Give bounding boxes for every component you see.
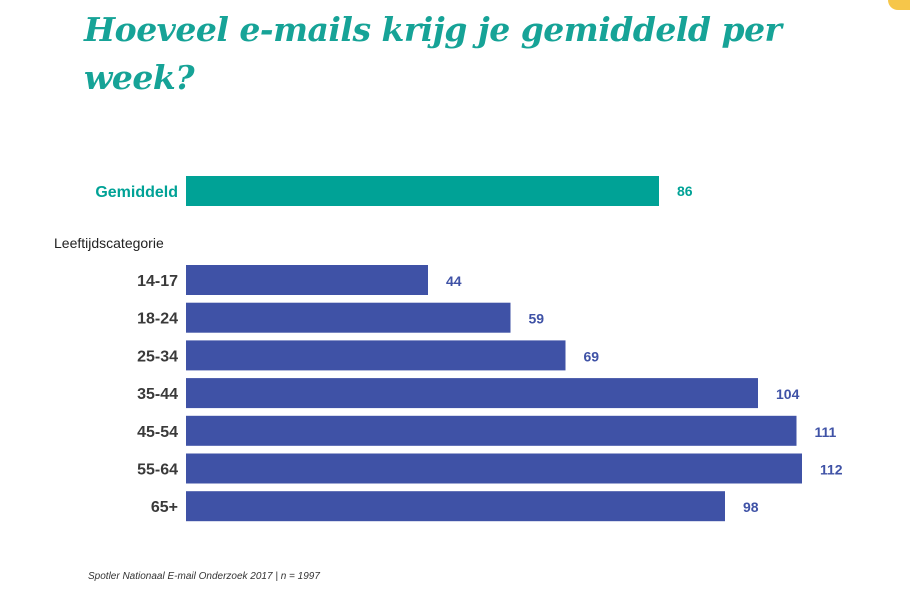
value-label-25-34: 69 xyxy=(584,348,600,364)
average-bar xyxy=(186,176,659,206)
category-label-65plus: 65+ xyxy=(151,499,178,516)
category-bar-18-24 xyxy=(186,302,511,333)
category-bar-45-54 xyxy=(186,415,797,446)
category-bar-35-44 xyxy=(186,378,758,409)
category-bar-14-17 xyxy=(186,265,428,295)
category-bar-65plus xyxy=(186,491,725,522)
category-label-18-24: 18-24 xyxy=(137,311,178,328)
value-label-14-17: 44 xyxy=(446,273,462,289)
value-label-18-24: 59 xyxy=(529,311,545,327)
source-note: Spotler Nationaal E-mail Onderzoek 2017 … xyxy=(88,571,320,582)
category-bar-55-64 xyxy=(186,453,802,484)
category-label-25-34: 25-34 xyxy=(137,348,178,365)
chart-title: Hoeveel e-mails krijg je gemiddeld per w… xyxy=(84,10,782,97)
category-label-55-64: 55-64 xyxy=(137,462,178,479)
value-label-65plus: 98 xyxy=(743,499,759,515)
corner-accent xyxy=(888,0,910,10)
group-label: Leeftijdscategorie xyxy=(54,235,164,251)
category-label-14-17: 14-17 xyxy=(137,273,178,290)
value-label-55-64: 112 xyxy=(820,462,843,478)
category-label-35-44: 35-44 xyxy=(137,386,178,403)
average-value-label: 86 xyxy=(677,183,693,199)
bar-chart: Gemiddeld 86 Leeftijdscategorie 14-17 44 18-2… xyxy=(54,176,843,522)
value-label-45-54: 111 xyxy=(815,424,837,440)
category-bar-25-34 xyxy=(186,340,566,371)
value-label-35-44: 104 xyxy=(776,386,800,402)
category-label-45-54: 45-54 xyxy=(137,424,178,441)
average-label: Gemiddeld xyxy=(95,184,178,201)
